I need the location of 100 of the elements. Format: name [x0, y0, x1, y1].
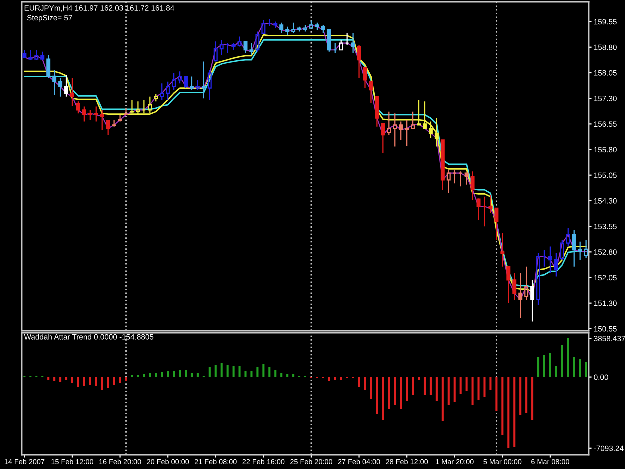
bar: [167, 371, 170, 378]
bar: [286, 374, 289, 378]
bar: [143, 374, 146, 378]
candlestick: [106, 120, 110, 136]
bar: [579, 359, 582, 378]
candlestick: [160, 83, 164, 101]
bar: [514, 377, 516, 448]
candlestick: [304, 24, 308, 32]
candlestick: [524, 266, 529, 300]
bar: [442, 377, 444, 422]
candlestick: [88, 110, 92, 121]
candlestick: [578, 241, 582, 261]
candlestick: [542, 250, 546, 268]
bar: [274, 370, 277, 378]
candlestick: [64, 74, 68, 98]
bar: [155, 373, 158, 378]
candlestick: [554, 252, 558, 278]
bar: [424, 377, 426, 396]
candlestick: [434, 118, 439, 148]
candlestick: [244, 41, 248, 54]
bar: [48, 377, 50, 380]
bar: [466, 377, 468, 392]
bar: [526, 377, 528, 414]
candlestick: [470, 171, 475, 200]
candlestick: [112, 120, 116, 128]
candlestick: [166, 81, 170, 101]
bar: [448, 377, 450, 406]
bar: [244, 371, 247, 378]
bar: [454, 377, 456, 402]
candlestick: [536, 252, 541, 306]
candlestick: [339, 40, 344, 51]
bar: [107, 377, 110, 388]
bar: [520, 377, 522, 416]
bar: [388, 377, 390, 410]
candlestick: [345, 32, 350, 46]
candlestick: [136, 101, 140, 116]
bar: [179, 370, 182, 378]
candlestick: [327, 29, 332, 52]
candlestick: [566, 228, 570, 248]
candlestick: [423, 101, 427, 130]
bar: [508, 377, 510, 448]
candlestick: [220, 40, 224, 56]
bar: [149, 373, 152, 378]
candlestick: [530, 280, 535, 322]
bar: [190, 373, 193, 378]
bar: [60, 377, 62, 382]
candlestick: [22, 50, 27, 59]
candlestick: [292, 22, 296, 34]
candlestick: [232, 42, 236, 51]
bar: [262, 364, 265, 378]
candlestick: [280, 22, 284, 34]
candlestick: [238, 36, 242, 48]
candlestick: [178, 71, 182, 84]
candlestick: [190, 76, 194, 91]
candlestick: [274, 21, 278, 29]
bar: [232, 366, 235, 378]
bar: [502, 377, 504, 436]
bar: [83, 377, 86, 386]
candlestick: [482, 196, 487, 228]
candlestick: [357, 44, 362, 80]
candlestick: [250, 42, 254, 56]
candlestick: [196, 80, 200, 91]
bar: [478, 377, 480, 400]
bar: [538, 357, 540, 378]
candlestick: [488, 194, 493, 214]
candlestick: [100, 110, 104, 131]
candlestick: [315, 22, 320, 31]
bar: [220, 363, 223, 378]
candlestick: [154, 94, 158, 102]
candlestick: [506, 266, 511, 304]
candlestick: [458, 171, 463, 188]
bar: [334, 377, 336, 380]
candlestick: [393, 113, 398, 148]
bar: [436, 377, 438, 402]
candlestick: [256, 31, 260, 52]
candlestick: [298, 26, 302, 32]
bar: [208, 367, 211, 378]
bar: [226, 365, 229, 378]
candlestick: [226, 42, 230, 54]
candlestick: [518, 272, 523, 319]
bar: [376, 377, 378, 414]
candlestick: [262, 20, 266, 34]
bar: [555, 366, 558, 378]
bar: [77, 377, 80, 388]
bar: [214, 365, 217, 378]
candlestick: [411, 111, 416, 130]
candlestick: [351, 32, 356, 54]
bar: [101, 377, 104, 390]
bar: [328, 377, 330, 382]
bar: [412, 377, 414, 396]
bar: [532, 377, 534, 420]
candlestick: [70, 78, 74, 107]
candlestick: [375, 96, 380, 128]
candlestick: [76, 101, 80, 114]
bar: [71, 377, 74, 384]
bar: [89, 377, 92, 386]
bar: [119, 377, 122, 384]
candlestick: [572, 229, 576, 268]
bar: [173, 371, 176, 378]
candlestick: [58, 78, 63, 98]
